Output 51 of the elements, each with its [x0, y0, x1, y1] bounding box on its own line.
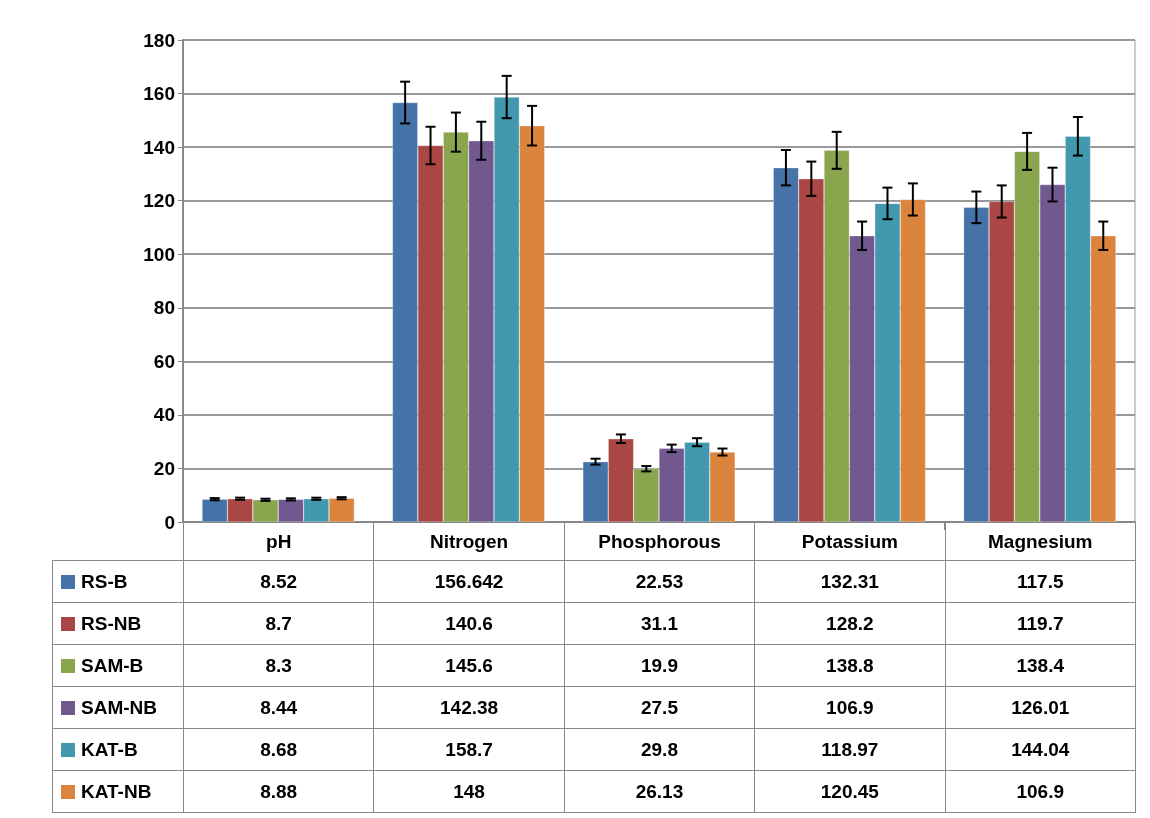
y-tick-label: 120 [143, 190, 175, 212]
legend-label: KAT-NB [52, 770, 184, 813]
data-label: 126.01 [945, 686, 1136, 729]
data-label: 29.8 [564, 728, 755, 771]
data-label: 138.8 [754, 644, 946, 687]
data-label: 142.38 [373, 686, 565, 729]
y-tick-label: 180 [143, 29, 175, 51]
legend-label: SAM-B [52, 644, 184, 687]
data-label: 128.2 [754, 602, 946, 645]
data-label: 119.7 [945, 602, 1136, 645]
data-label: 8.88 [183, 770, 374, 813]
data-label: 132.31 [754, 560, 946, 603]
y-tick-label: 100 [143, 243, 175, 265]
y-tick-label: 160 [143, 83, 175, 105]
legend-label: SAM-NB [52, 686, 184, 729]
data-label: 106.9 [754, 686, 946, 729]
data-label: 8.44 [183, 686, 374, 729]
x-tick-label: Nitrogen [373, 522, 565, 561]
legend-label: RS-B [52, 560, 184, 603]
data-label: 31.1 [564, 602, 755, 645]
legend-label: KAT-B [52, 728, 184, 771]
data-label: 118.97 [754, 728, 946, 771]
x-tick-label: Phosphorous [564, 522, 755, 561]
data-label: 156.642 [373, 560, 565, 603]
data-label: 148 [373, 770, 565, 813]
data-label: 8.52 [183, 560, 374, 603]
data-label: 117.5 [945, 560, 1136, 603]
data-label: 27.5 [564, 686, 755, 729]
data-label: 8.3 [183, 644, 374, 687]
data-label: 138.4 [945, 644, 1136, 687]
y-tick-label: 140 [143, 136, 175, 158]
data-label: 158.7 [373, 728, 565, 771]
data-label: 120.45 [754, 770, 946, 813]
data-label: 144.04 [945, 728, 1136, 771]
y-tick-label: 0 [164, 511, 175, 533]
x-tick-label: Magnesium [945, 522, 1136, 561]
data-label: 8.68 [183, 728, 374, 771]
x-tick-label: Potassium [754, 522, 946, 561]
legend-label: RS-NB [52, 602, 184, 645]
y-tick-label: 20 [153, 457, 175, 479]
y-tick-label: 80 [153, 297, 175, 319]
data-label: 8.7 [183, 602, 374, 645]
data-label: 140.6 [373, 602, 565, 645]
data-label: 145.6 [373, 644, 565, 687]
x-tick-label: pH [183, 522, 374, 561]
data-label: 106.9 [945, 770, 1136, 813]
data-label: 22.53 [564, 560, 755, 603]
data-label: 26.13 [564, 770, 755, 813]
data-label: 19.9 [564, 644, 755, 687]
y-tick-label: 60 [153, 350, 175, 372]
y-tick-label: 40 [153, 404, 175, 426]
